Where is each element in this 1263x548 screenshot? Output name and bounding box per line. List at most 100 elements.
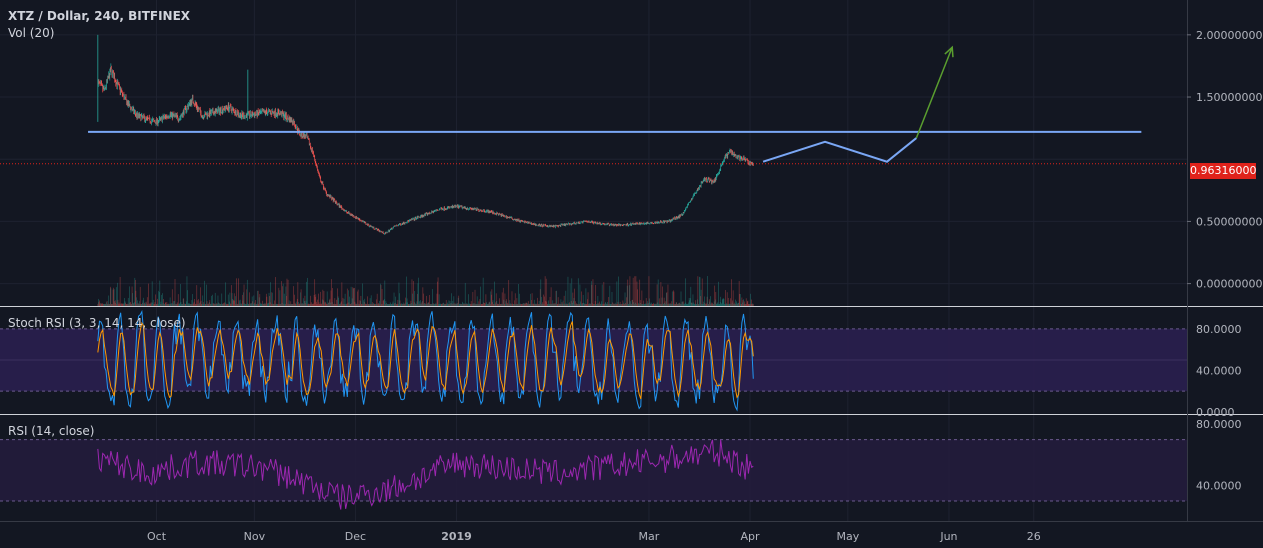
volume-bar [324,301,325,306]
volume-bar [171,304,173,306]
volume-bar [711,302,712,306]
volume-bar [565,303,567,306]
volume-bar [627,303,629,306]
volume-bar [512,304,514,306]
volume-bar [652,303,654,306]
volume-bar [288,303,289,306]
volume-bar [712,303,714,306]
volume-bar [471,303,473,306]
volume-bar [443,302,444,306]
volume-bar [630,301,631,306]
volume-bar [690,302,692,306]
volume-bar [248,304,250,306]
volume-bar [684,303,686,306]
volume-bar [525,302,527,306]
volume-bar [652,303,654,306]
volume-bar [333,303,335,306]
x-tick-label: Jun [939,530,957,543]
volume-bar [334,303,336,306]
volume-bar [484,304,486,306]
volume-bar [564,303,566,306]
volume-bar [602,303,604,306]
volume-bar [611,304,612,306]
volume-bar [479,303,480,306]
volume-bar [487,303,488,306]
volume-bar [359,300,361,306]
volume-bar [696,303,698,306]
stoch-legend[interactable]: Stoch RSI (3, 3, 14, 14, close) [8,316,186,330]
volume-bar [282,286,283,306]
volume-bar [170,303,172,306]
volume-bar [380,283,381,306]
volume-bar [451,303,453,306]
volume-bar [735,299,736,306]
symbol-legend[interactable]: XTZ / Dollar, 240, BITFINEX [8,9,190,23]
volume-bar [343,298,345,306]
volume-bar [135,290,137,306]
volume-legend[interactable]: Vol (20) [8,26,54,40]
volume-bar [542,302,543,306]
volume-bar [748,304,749,306]
volume-bar [512,303,513,306]
volume-bar [533,299,535,306]
volume-bar [423,303,425,306]
volume-bar [713,303,714,306]
volume-bar [105,303,106,306]
volume-bar [725,304,727,306]
volume-bar [433,303,435,306]
volume-bar [354,287,355,306]
volume-bar [379,300,380,306]
volume-bar [257,290,259,306]
volume-bar [457,297,459,306]
volume-bar [355,303,357,306]
volume-bar [143,297,144,306]
volume-bar [125,302,126,306]
volume-bar [507,302,508,306]
volume-bar [172,303,174,306]
volume-bar [298,302,299,306]
volume-bar [517,303,518,306]
volume-bar [178,303,180,306]
volume-bar [518,303,520,306]
volume-bar [295,303,297,306]
volume-bar [271,292,273,306]
volume-bar [494,281,495,306]
volume-bar [367,304,369,306]
volume-bar [237,303,239,306]
volume-bar [337,288,338,306]
volume-bar [557,303,558,306]
volume-bar [365,303,367,306]
volume-bar [450,303,452,306]
volume-bar [371,302,373,306]
volume-bar [230,303,231,306]
volume-bar [595,284,597,306]
volume-bar [603,281,605,306]
volume-bar [657,302,658,306]
volume-bar [554,303,555,306]
volume-bar [151,281,153,306]
volume-bar [382,300,384,306]
volume-bar [531,299,532,306]
volume-bar [703,304,705,306]
volume-bar [213,303,214,306]
volume-bar [626,285,628,306]
volume-bar [585,288,587,306]
rsi-legend[interactable]: RSI (14, close) [8,424,94,438]
target-arrow [915,46,953,139]
volume-bar [381,303,382,306]
volume-bar [416,301,418,306]
volume-bar [404,303,406,306]
volume-bar [129,286,130,306]
volume-bar [474,303,475,306]
volume-bar [409,303,411,306]
volume-bar [132,303,134,306]
drawings[interactable] [0,45,1187,165]
volume-bar [704,302,706,306]
volume-bar [208,302,210,306]
volume-bar [189,303,191,306]
volume-bar [292,303,294,306]
volume-bar [358,304,360,306]
volume-bar [267,303,269,306]
volume-bar [418,277,419,306]
